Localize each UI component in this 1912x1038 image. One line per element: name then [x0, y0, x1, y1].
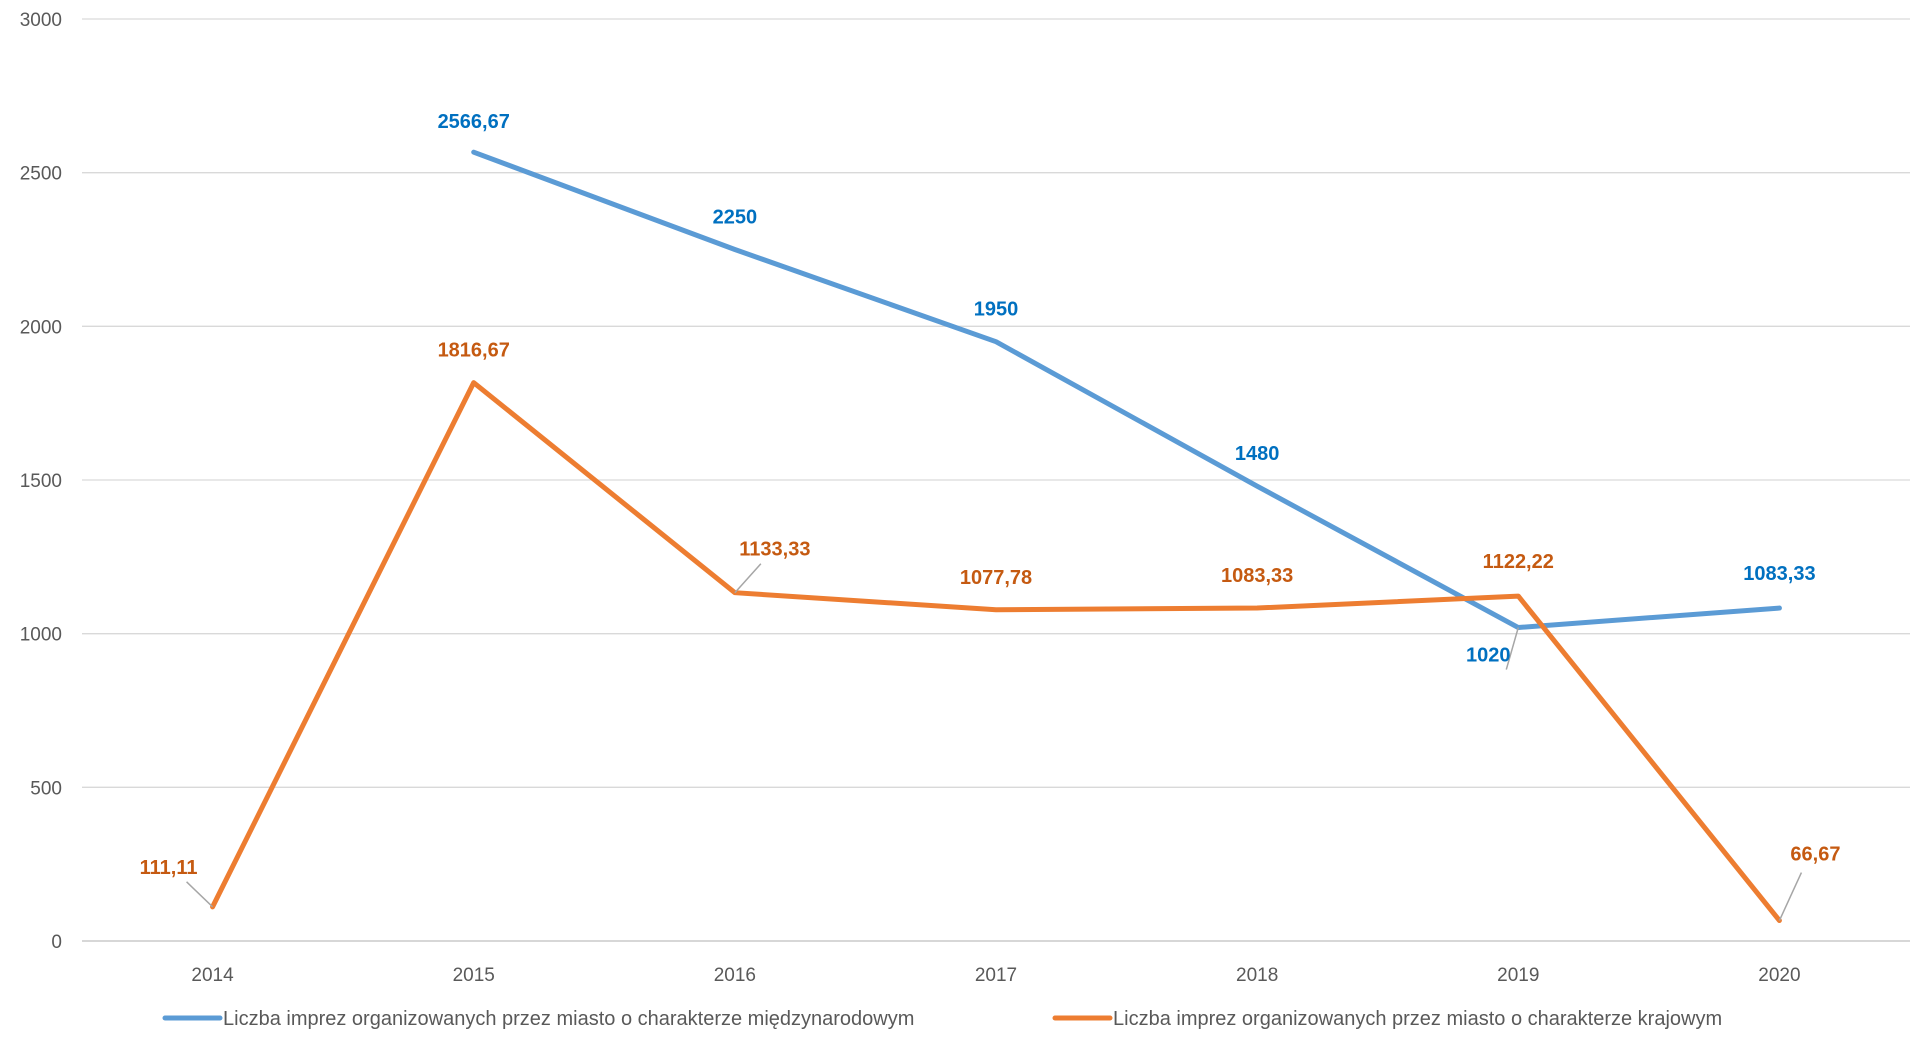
- data-label: 1083,33: [1743, 563, 1815, 585]
- data-label: 2566,67: [438, 111, 510, 133]
- x-tick-label: 2019: [1497, 965, 1539, 986]
- y-tick-label: 3000: [20, 10, 62, 31]
- data-label: 111,11: [140, 857, 198, 879]
- data-label: 1480: [1235, 443, 1280, 465]
- y-axis: 0 500 1000 1500 2000 2500 3000: [20, 10, 62, 953]
- gridlines: [82, 18, 1910, 942]
- y-tick-label: 2000: [20, 317, 62, 338]
- data-label: 1816,67: [438, 340, 510, 362]
- series-lines: [210, 149, 1782, 924]
- label-leader-line: [734, 563, 762, 594]
- x-tick-label: 2020: [1758, 965, 1800, 986]
- x-tick-label: 2018: [1236, 965, 1278, 986]
- label-leader-line: [1505, 627, 1520, 670]
- x-axis: 2014 2015 2016 2017 2018 2019 2020: [191, 965, 1800, 986]
- data-label: 2250: [713, 207, 758, 229]
- data-label: 1950: [974, 299, 1019, 321]
- data-label: 1077,78: [960, 567, 1032, 589]
- series-line-1: [471, 149, 1782, 631]
- data-label: 1083,33: [1221, 565, 1293, 587]
- data-label: 1122,22: [1483, 551, 1554, 573]
- y-tick-label: 2500: [20, 164, 62, 185]
- label-leader-line: [186, 881, 214, 908]
- y-tick-label: 1000: [20, 625, 62, 646]
- x-tick-label: 2015: [453, 965, 495, 986]
- x-tick-label: 2017: [975, 965, 1017, 986]
- y-tick-label: 0: [51, 932, 62, 953]
- x-tick-label: 2014: [191, 965, 234, 986]
- data-label: 1020: [1466, 645, 1511, 667]
- y-tick-label: 1500: [20, 471, 62, 492]
- series-line-2: [210, 380, 1782, 924]
- data-labels: 2566,67 2250 1950 1480 1020 1083,33 111,11 1816…: [140, 111, 1840, 921]
- legend: Liczba imprez organizowanych przez miast…: [162, 1008, 1722, 1030]
- data-label: 1133,33: [739, 539, 810, 561]
- legend-label: Liczba imprez organizowanych przez miast…: [223, 1008, 914, 1030]
- y-tick-label: 500: [30, 778, 62, 799]
- data-label: 66,67: [1790, 844, 1840, 866]
- legend-label: Liczba imprez organizowanych przez miast…: [1113, 1008, 1722, 1030]
- label-leader-line: [1778, 872, 1803, 921]
- x-tick-label: 2016: [714, 965, 756, 986]
